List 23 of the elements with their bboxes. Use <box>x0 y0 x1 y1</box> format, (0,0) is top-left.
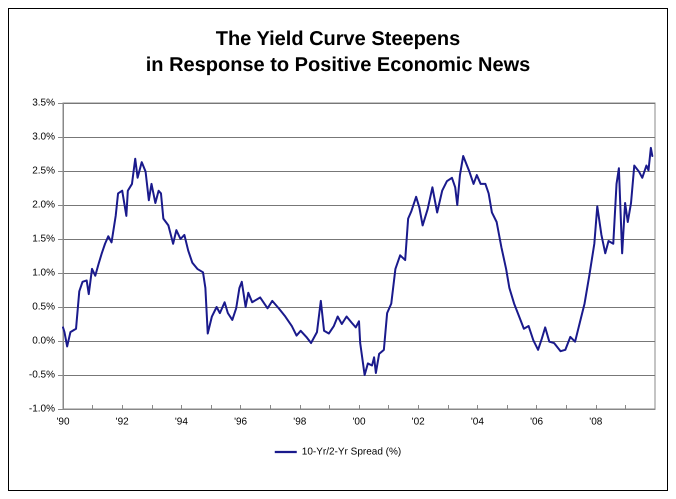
x-tick-label: '02 <box>412 416 426 428</box>
x-tick-label: '98 <box>293 416 307 428</box>
y-tick-label: -1.0% <box>28 404 56 414</box>
legend-label: 10-Yr/2-Yr Spread (%) <box>302 446 402 458</box>
x-tick-label: '94 <box>174 416 188 428</box>
y-tick-label: 2.5% <box>32 166 56 176</box>
x-tick-label: '92 <box>116 416 130 428</box>
y-tick-label: 1.0% <box>32 268 56 278</box>
x-tick-label: '04 <box>470 416 484 428</box>
x-tick-label: '00 <box>352 416 366 428</box>
y-tick-label: -0.5% <box>28 370 56 380</box>
x-tick-label: '96 <box>234 416 248 428</box>
y-tick-label: 0.5% <box>32 302 56 312</box>
y-tick-label: 2.0% <box>32 200 56 210</box>
line-series <box>62 146 654 376</box>
y-tick-label: 0.0% <box>32 336 56 346</box>
x-tick-label: '06 <box>530 416 544 428</box>
chart-title: The Yield Curve Steepens in Response to Positive Economic News <box>146 28 530 76</box>
x-tick-label: '90 <box>56 416 70 428</box>
y-tick-label: 3.5% <box>32 98 56 108</box>
y-tick-label: 3.0% <box>32 132 56 142</box>
y-tick-label: 1.5% <box>32 234 56 244</box>
x-tick-label: '08 <box>589 416 603 428</box>
